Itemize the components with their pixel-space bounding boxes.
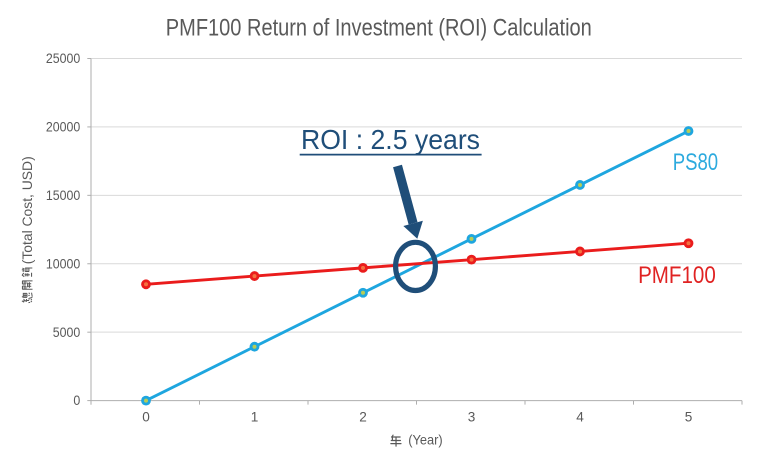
svg-text:0: 0 xyxy=(142,409,150,424)
svg-text:ROI : 2.5 years: ROI : 2.5 years xyxy=(301,124,480,155)
svg-text:10000: 10000 xyxy=(46,256,81,271)
svg-text:5: 5 xyxy=(685,409,693,424)
svg-text:PS80: PS80 xyxy=(673,149,718,176)
svg-text:5000: 5000 xyxy=(53,325,81,340)
svg-text:4: 4 xyxy=(576,409,584,424)
svg-text:2: 2 xyxy=(359,409,367,424)
svg-text:1: 1 xyxy=(251,409,259,424)
svg-text:0: 0 xyxy=(73,393,80,408)
svg-text:25000: 25000 xyxy=(46,51,81,66)
svg-text:3: 3 xyxy=(468,409,476,424)
svg-text:15000: 15000 xyxy=(46,188,81,203)
svg-text:PMF100 Return of Investment (R: PMF100 Return of Investment (ROI) Calcul… xyxy=(166,15,592,42)
svg-text:20000: 20000 xyxy=(46,120,81,135)
svg-text:(Total Cost, USD): (Total Cost, USD) xyxy=(20,156,35,264)
svg-text:PMF100: PMF100 xyxy=(638,262,716,289)
svg-text:(Year): (Year) xyxy=(408,433,443,448)
